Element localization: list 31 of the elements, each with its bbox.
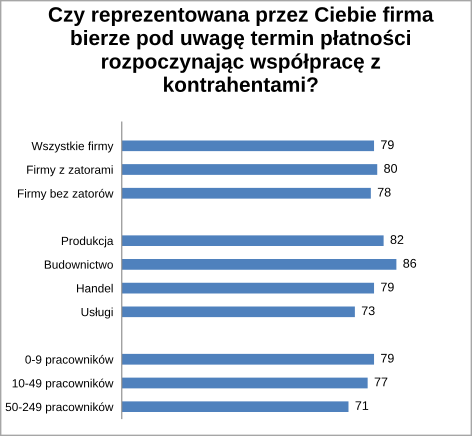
data-label: 71 (356, 401, 368, 410)
bar (122, 140, 374, 152)
data-label: 78 (378, 188, 391, 197)
bar (122, 235, 384, 246)
bar (122, 282, 374, 294)
data-label: 79 (381, 140, 394, 150)
y-tick-label: Firmy z zatorami (27, 165, 113, 176)
y-tick-label: 10-49 pracowników (12, 378, 114, 390)
bar (122, 188, 371, 199)
y-tick-label: Wszystkie firmy (32, 142, 114, 153)
bar (122, 354, 374, 365)
bar (122, 164, 378, 175)
data-label: 80 (384, 164, 398, 173)
data-label: 79 (381, 282, 394, 292)
y-tick-label: Budownictwo (44, 260, 113, 269)
chart-title: Czy reprezentowana przez Ciebie firma bierze pod uwagę termin płatności rozpoczynając współpracę z kontrahentami? (48, 6, 434, 92)
data-label: 82 (390, 235, 404, 244)
bar (122, 259, 396, 270)
y-tick-label: Usługi (82, 308, 113, 319)
bar (122, 378, 368, 388)
bar (122, 401, 348, 412)
data-label: 79 (381, 354, 394, 363)
y-tick-label: Handel (77, 284, 113, 293)
y-tick-label: 50-249 pracowników (6, 402, 114, 414)
y-tick-label: Firmy bez zatorów (18, 188, 114, 200)
data-label: 77 (374, 378, 388, 386)
data-label: 86 (403, 258, 416, 268)
y-tick-label: Produkcja (62, 236, 114, 248)
data-label: 73 (362, 306, 375, 316)
bar (122, 306, 355, 318)
y-tick-label: 0-9 pracowników (25, 354, 114, 366)
